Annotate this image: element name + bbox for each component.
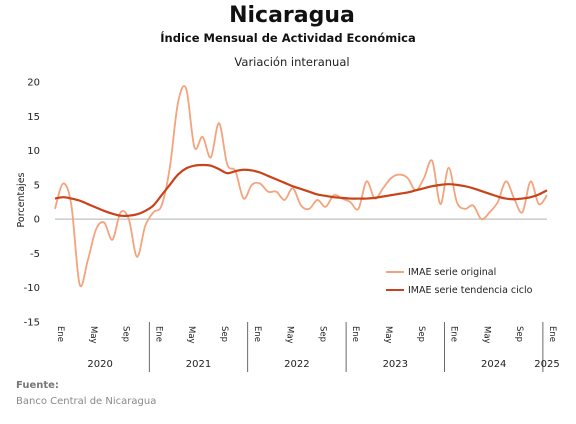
y-tick-labels: -15 -10 -5 0 5 10 15 20 bbox=[24, 78, 40, 329]
source-label: Fuente: bbox=[16, 380, 59, 391]
series-group bbox=[54, 85, 548, 288]
year-label: 2020 bbox=[87, 359, 112, 370]
x-tick-label: May bbox=[285, 326, 295, 344]
year-label: 2023 bbox=[383, 359, 408, 370]
year-label: 2022 bbox=[284, 359, 309, 370]
x-tick-label: May bbox=[88, 326, 98, 344]
y-tick-label: 15 bbox=[27, 112, 40, 123]
year-label: 2021 bbox=[186, 359, 211, 370]
x-tick-label: Sep bbox=[219, 326, 229, 342]
x-tick-label: Ene bbox=[449, 326, 459, 342]
x-tick-label: Sep bbox=[416, 326, 426, 342]
y-axis-label: Porcentajes bbox=[16, 172, 27, 227]
legend-label-trend: IMAE serie tendencia ciclo bbox=[408, 285, 533, 296]
y-tick-label: 0 bbox=[34, 215, 40, 226]
legend: IMAE serie original IMAE serie tendencia… bbox=[386, 267, 533, 296]
x-tick-label: Sep bbox=[121, 326, 131, 342]
y-tick-label: 10 bbox=[27, 146, 40, 157]
year-label: 2024 bbox=[481, 359, 506, 370]
x-tick-label: May bbox=[481, 326, 491, 344]
y-tick-label: -5 bbox=[30, 249, 40, 260]
x-tick-label: Sep bbox=[317, 326, 327, 342]
x-tick-label: Ene bbox=[55, 326, 65, 342]
x-tick-label: Ene bbox=[350, 326, 360, 342]
chart-title: Nicaragua bbox=[229, 3, 355, 28]
series-line-original bbox=[54, 85, 548, 288]
year-label: 2025 bbox=[534, 359, 559, 370]
x-tick-label: Ene bbox=[252, 326, 262, 342]
x-tick-label: May bbox=[383, 326, 393, 344]
x-axis: Ene May Sep 2020 Ene May Sep 2021 Ene May Sep 2022 E… bbox=[55, 322, 560, 372]
legend-label-original: IMAE serie original bbox=[408, 267, 496, 278]
chart-subtitle-2: Variación interanual bbox=[234, 55, 349, 69]
y-tick-label: 20 bbox=[27, 78, 40, 89]
x-tick-label: May bbox=[186, 326, 196, 344]
chart-subtitle: Índice Mensual de Actividad Económica bbox=[160, 30, 415, 45]
y-tick-label: 5 bbox=[34, 180, 40, 191]
y-tick-label: -15 bbox=[24, 318, 40, 329]
series-line-trend bbox=[54, 163, 548, 218]
x-tick-label: Ene bbox=[547, 326, 557, 342]
source-text: Banco Central de Nicaragua bbox=[16, 396, 157, 407]
y-tick-label: -10 bbox=[24, 283, 40, 294]
x-tick-label: Sep bbox=[514, 326, 524, 342]
x-tick-label: Ene bbox=[153, 326, 163, 342]
